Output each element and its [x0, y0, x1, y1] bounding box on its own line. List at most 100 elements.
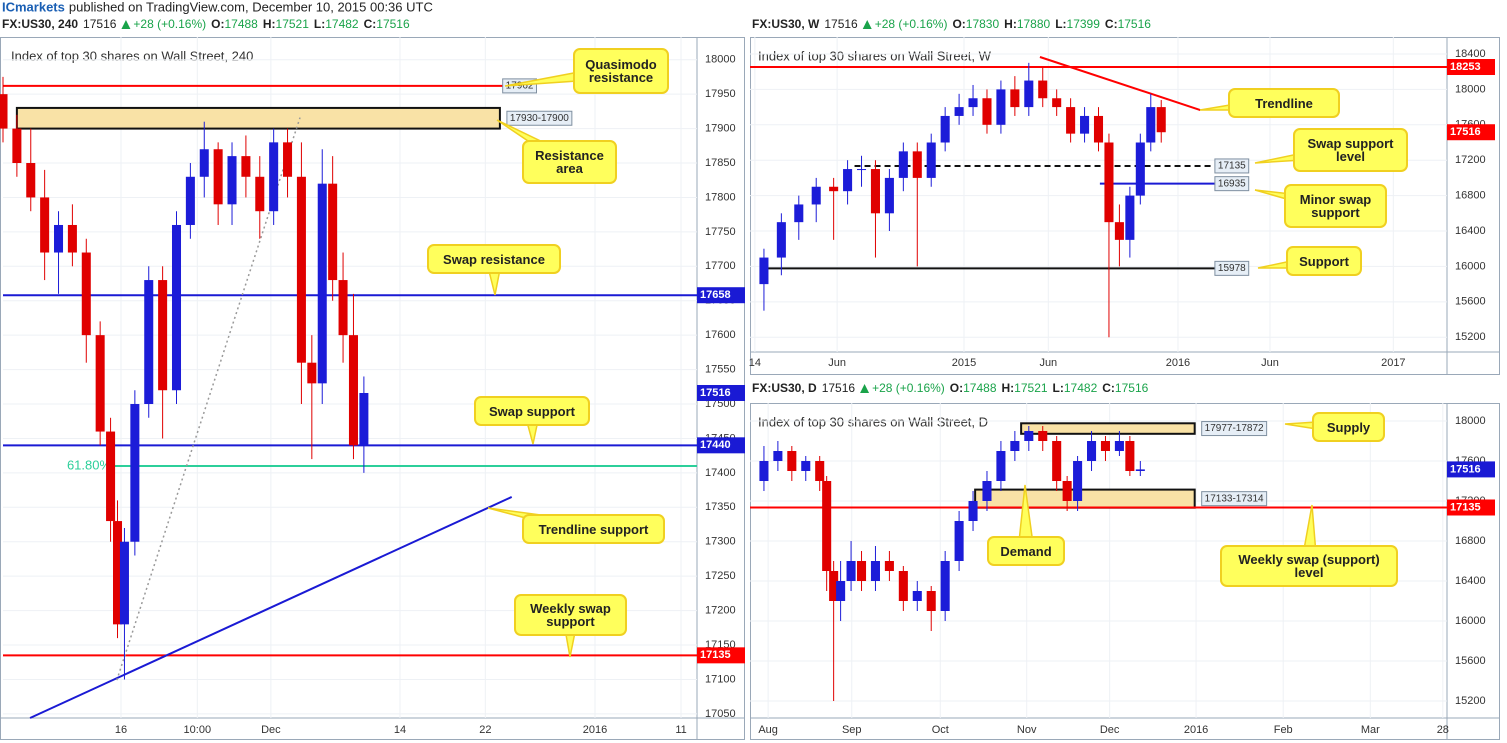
change: +28 (+0.16%) [875, 17, 948, 31]
ohlc-value: 17521 [1014, 381, 1048, 395]
candle-body [954, 107, 964, 116]
y-tick-label: 17250 [705, 570, 736, 582]
candle-body [912, 591, 922, 601]
callout: Swap resistance [427, 244, 561, 274]
candle-body [822, 481, 832, 571]
candle-body [1125, 195, 1135, 240]
callout: Resistance area [522, 140, 617, 184]
trendline [116, 117, 301, 681]
y-tick-label: 15600 [1455, 655, 1486, 667]
price-tag-box [697, 437, 745, 454]
ohlc-value: 17488 [963, 381, 997, 395]
candle-body [307, 362, 317, 384]
candle-body [199, 149, 209, 177]
x-tick-label: 2017 [1381, 357, 1405, 369]
candle-body [829, 571, 839, 601]
candle-body [130, 404, 140, 542]
ohlc-label: L: [314, 17, 325, 31]
panel-frame [750, 37, 1500, 375]
candle-body [856, 169, 867, 171]
candle-body [1093, 115, 1104, 143]
callout: Trendline support [522, 514, 665, 544]
candle-body [12, 128, 22, 164]
candle-body [1010, 89, 1020, 108]
price-tag-box [1447, 461, 1495, 478]
candle-body [119, 541, 129, 625]
header-text: published on TradingView.com, December 1… [69, 0, 433, 14]
candle-body [776, 222, 786, 258]
candle-body [996, 89, 1006, 125]
trendline [1039, 56, 1201, 111]
price-tag-box [1447, 59, 1495, 76]
ohlc-label: H: [263, 17, 276, 31]
y-tick-label: 17700 [705, 260, 736, 272]
candle-body [870, 169, 880, 214]
level-tag: 17135 [1218, 161, 1246, 172]
y-tick-label: 17550 [705, 363, 736, 375]
candle-body [1038, 80, 1048, 99]
candle-body [359, 392, 369, 446]
symbol: FX:US30, W [752, 17, 820, 31]
price-tag-box [1447, 499, 1495, 516]
candle-body [829, 186, 839, 192]
level-tag-box [1214, 158, 1250, 174]
candle-body [1114, 441, 1124, 451]
candle-body [1080, 115, 1090, 134]
last-price: 17516 [83, 17, 117, 31]
ohlc-value: 17880 [1017, 17, 1051, 31]
y-tick-label: 17850 [705, 157, 736, 169]
candle-body [759, 257, 769, 285]
level-tag: 15978 [1218, 263, 1246, 274]
y-tick-label: 16800 [1455, 535, 1486, 547]
x-tick-label: Jun [828, 357, 846, 369]
y-tick-label: 18000 [1455, 83, 1486, 95]
ohlc-label: O: [952, 17, 965, 31]
candle-body [1156, 107, 1166, 133]
y-tick-label: 17750 [705, 226, 736, 238]
candle-body [870, 561, 880, 581]
y-tick-label: 16000 [1455, 615, 1486, 627]
zone-tag-box [506, 110, 573, 126]
y-tick-label: 17950 [705, 88, 736, 100]
ohlc-label: O: [211, 17, 224, 31]
candle-body [1135, 469, 1145, 471]
zone-tag: 17133-17314 [1205, 493, 1264, 504]
candle-body [1052, 98, 1062, 108]
candle-body [81, 252, 91, 336]
level-tag-box [1214, 260, 1250, 276]
ohlc-label: C: [364, 17, 377, 31]
y-tick-label: 17050 [705, 708, 736, 720]
candle-body [227, 156, 237, 205]
x-tick-label: 2016 [1184, 724, 1208, 736]
candle-body [158, 280, 168, 391]
x-tick-label: Feb [1274, 724, 1293, 736]
change: +28 (+0.16%) [872, 381, 945, 395]
candle-body [787, 451, 797, 471]
callout: Quasimodo resistance [573, 48, 669, 94]
candle-body [968, 501, 978, 521]
x-tick-label: Dec [1100, 724, 1120, 736]
candle-body [856, 561, 867, 581]
candle-body [1104, 142, 1114, 223]
x-tick-label: 2016 [583, 724, 607, 736]
candle-body [811, 186, 821, 205]
x-tick-label: 14 [394, 724, 406, 736]
y-tick-label: 17350 [705, 501, 736, 513]
candle-body [884, 561, 894, 571]
y-tick-label: 15600 [1455, 296, 1486, 308]
x-tick-label: 16 [115, 724, 127, 736]
x-tick-label: 2016 [1166, 357, 1190, 369]
x-tick-label: 2015 [952, 357, 976, 369]
y-tick-label: 16400 [1455, 575, 1486, 587]
y-tick-label: 17300 [705, 536, 736, 548]
price-tag: 17440 [700, 439, 731, 451]
callout: Minor swap support [1284, 184, 1387, 228]
price-tag: 17516 [700, 387, 731, 399]
candle-body [898, 151, 908, 178]
candle-body [0, 94, 8, 129]
candle-body [815, 461, 825, 481]
candle-body [283, 142, 293, 177]
y-tick-label: 17200 [705, 604, 736, 616]
zone-tag: 17977-17872 [1205, 423, 1264, 434]
candle-body [1038, 431, 1048, 441]
